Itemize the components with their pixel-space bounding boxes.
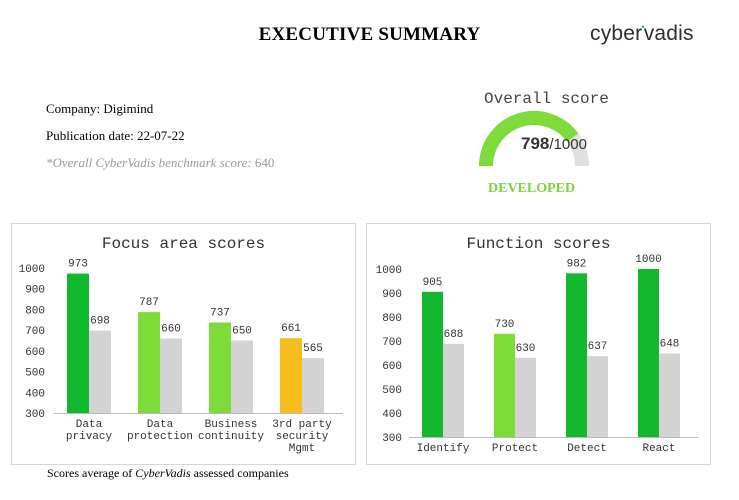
y-tick-label: 500 bbox=[25, 368, 45, 380]
category-label: Data bbox=[76, 419, 103, 431]
y-tick-label: 800 bbox=[25, 305, 45, 317]
category-label: Data bbox=[147, 419, 174, 431]
cybervadis-logo: cyber•vadis bbox=[590, 22, 694, 46]
company-score-bar bbox=[209, 322, 231, 413]
average-score-bar bbox=[302, 358, 324, 413]
category-label: continuity bbox=[198, 431, 264, 443]
benchmark-value: 640 bbox=[254, 155, 275, 170]
average-score-bar bbox=[659, 353, 680, 437]
overall-score-value: 798/1000 bbox=[521, 134, 587, 154]
y-tick-label: 500 bbox=[382, 385, 402, 397]
y-tick-label: 600 bbox=[382, 361, 402, 373]
benchmark-score: *Overall CyberVadis benchmark score: 640 bbox=[46, 155, 274, 171]
footnote-prefix: Scores average of bbox=[47, 466, 136, 480]
bar-value-label: 730 bbox=[495, 319, 515, 331]
focus-area-chart: Focus area scores 1000 900 800 700 600 500 400 3… bbox=[19, 235, 343, 455]
gauge-fill bbox=[479, 111, 579, 167]
y-tick-label: 900 bbox=[25, 285, 45, 297]
category-label: privacy bbox=[66, 431, 113, 443]
bar-value-label: 1000 bbox=[635, 254, 661, 266]
category-label: Identify bbox=[417, 443, 470, 455]
bar-value-label: 787 bbox=[139, 297, 159, 309]
average-score-bar bbox=[515, 357, 536, 437]
bar-value-label: 698 bbox=[90, 316, 110, 328]
category-label: Mgmt bbox=[289, 443, 315, 455]
function-scores-chart: Function scores 1000 900 800 700 600 500 400 300… bbox=[376, 235, 698, 455]
footnote: Scores average of CyberVadis assessed co… bbox=[47, 466, 289, 481]
bar-value-label: 688 bbox=[444, 329, 464, 341]
bar-value-label: 905 bbox=[423, 277, 443, 289]
company-score-bar bbox=[138, 312, 160, 413]
overall-score-title: Overall score bbox=[484, 90, 609, 108]
y-tick-label: 900 bbox=[382, 289, 402, 301]
bar-value-label: 648 bbox=[660, 338, 680, 350]
company-score-bar bbox=[422, 291, 443, 437]
chart-title: Function scores bbox=[466, 235, 610, 253]
y-tick-label: 1000 bbox=[19, 264, 45, 276]
y-tick-label: 700 bbox=[382, 337, 402, 349]
score-number: 798 bbox=[521, 134, 550, 153]
category-label: protection bbox=[127, 431, 193, 443]
company-score-bar bbox=[67, 273, 89, 413]
bar-value-label: 973 bbox=[68, 259, 88, 271]
footnote-brand: CyberVadis bbox=[135, 466, 191, 480]
y-tick-label: 400 bbox=[382, 409, 402, 421]
company-score-bar bbox=[638, 269, 659, 437]
logo-text-left: cyber bbox=[590, 22, 643, 45]
category-label: React bbox=[642, 443, 675, 455]
page-title: EXECUTIVE SUMMARY bbox=[258, 24, 481, 45]
publication-date: Publication date: 22-07-22 bbox=[46, 128, 185, 143]
logo-text-right: vadis bbox=[643, 22, 694, 45]
y-tick-label: 700 bbox=[25, 326, 45, 338]
bar-value-label: 637 bbox=[588, 341, 608, 353]
company-score-bar bbox=[566, 273, 587, 437]
average-score-bar bbox=[89, 330, 111, 413]
category-label: Detect bbox=[567, 443, 607, 455]
focus-area-panel: Focus area scores 1000 900 800 700 600 500 400 3… bbox=[11, 223, 356, 465]
y-tick-label: 800 bbox=[382, 313, 402, 325]
bar-value-label: 982 bbox=[567, 258, 587, 270]
category-label: 3rd party bbox=[272, 419, 332, 431]
category-label: security bbox=[276, 431, 329, 443]
function-scores-panel: Function scores 1000 900 800 700 600 500 400 300… bbox=[366, 223, 711, 465]
overall-score-gauge bbox=[479, 111, 589, 167]
bar-value-label: 660 bbox=[161, 323, 181, 335]
category-label: Business bbox=[205, 419, 258, 431]
chart-title: Focus area scores bbox=[102, 235, 265, 253]
logo-dot: • bbox=[641, 22, 645, 32]
average-score-bar bbox=[443, 343, 464, 437]
bar-value-label: 650 bbox=[232, 326, 252, 338]
company-score-bar bbox=[280, 338, 302, 413]
y-tick-label: 600 bbox=[25, 347, 45, 359]
average-score-bar bbox=[587, 356, 608, 437]
company-name: Company: Digimind bbox=[46, 101, 154, 116]
benchmark-label: *Overall CyberVadis benchmark score: bbox=[46, 155, 252, 170]
maturity-level: DEVELOPED bbox=[488, 181, 576, 196]
y-tick-label: 300 bbox=[382, 433, 402, 445]
bar-value-label: 737 bbox=[210, 307, 230, 319]
average-score-bar bbox=[160, 338, 182, 413]
company-score-bar bbox=[494, 333, 515, 437]
footnote-suffix: assessed companies bbox=[190, 466, 289, 480]
bar-value-label: 661 bbox=[281, 323, 301, 335]
y-tick-label: 400 bbox=[25, 388, 45, 400]
bar-value-label: 630 bbox=[516, 343, 536, 355]
y-tick-label: 1000 bbox=[376, 265, 402, 277]
y-tick-label: 300 bbox=[25, 409, 45, 421]
average-score-bar bbox=[231, 340, 253, 413]
bar-value-label: 565 bbox=[303, 343, 323, 355]
score-denominator: /1000 bbox=[549, 136, 587, 153]
category-label: Protect bbox=[492, 443, 538, 455]
